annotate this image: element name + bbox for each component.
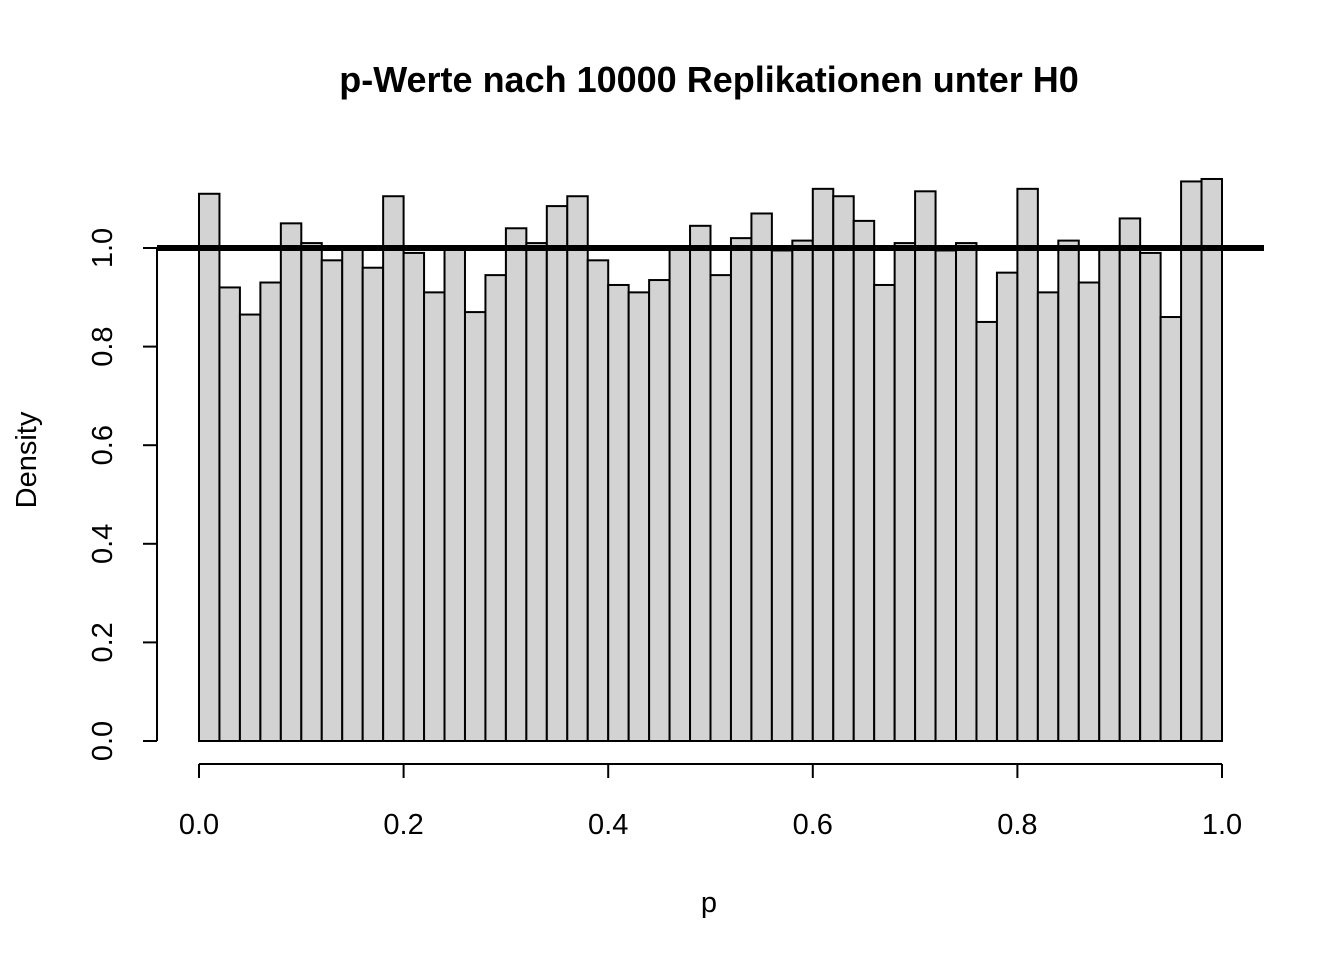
y-axis-label: Density [11,411,43,508]
histogram-bar [627,291,651,742]
histogram-bar [1036,291,1060,742]
histogram-bar [1180,180,1203,742]
histogram-bar [504,227,528,742]
histogram-bar [852,219,876,742]
histogram-bar [382,195,405,743]
histogram-bar [729,237,753,742]
histogram-bar [1057,239,1080,742]
y-tick-label: 1.0 [87,228,119,268]
histogram-bar [423,291,446,742]
histogram-bar [361,266,385,742]
chart-title: p-Werte nach 10000 Replikationen unter H… [339,59,1079,100]
y-tick-label: 0.8 [87,326,119,366]
histogram-bar [1118,217,1142,743]
histogram-bar [238,313,262,742]
y-tick-label: 0.0 [87,721,119,761]
histogram-bar [709,274,732,742]
x-tick-label: 0.4 [588,809,628,841]
x-tick-label: 0.0 [179,809,219,841]
x-axis-label: p [701,887,717,919]
histogram-bar [1016,187,1039,742]
histogram-bar [668,247,692,742]
y-tick-label: 0.2 [87,622,119,662]
x-tick-label: 0.6 [793,809,833,841]
histogram-bar [607,283,630,742]
histogram-bars [198,177,1224,743]
histogram-bar [1139,251,1162,742]
histogram-bar [832,195,855,743]
histogram-bar [893,242,917,742]
histogram-bar [463,311,487,742]
histogram-bar [914,190,937,742]
histogram-bar [320,259,344,742]
x-tick-label: 0.8 [997,809,1037,841]
histogram-bar [1159,316,1183,742]
histogram-bar [402,251,426,742]
histogram-bar [934,249,958,742]
y-tick-label: 0.6 [87,425,119,465]
histogram-bar [1098,247,1121,742]
histogram-bar [811,187,835,742]
histogram-bar [300,242,323,742]
histogram-bar [1077,281,1101,742]
histogram-bar [218,286,241,742]
y-tick-label: 0.4 [87,524,119,564]
histogram-bar [279,222,303,743]
x-tick-label: 1.0 [1202,809,1242,841]
histogram-bar [341,247,364,742]
histogram-bar [689,224,712,742]
histogram-bar [648,279,671,742]
x-axis: 0.0 0.2 0.4 0.6 0.8 1.0 [179,763,1242,841]
histogram-bar [955,242,978,742]
histogram-bar [545,205,569,743]
histogram-bar [750,212,773,743]
histogram-bar [975,320,998,742]
histogram-bar [995,271,1019,742]
histogram-bar [198,192,221,742]
histogram-bar [1200,177,1224,743]
histogram-bar [443,247,466,742]
histogram-bar [770,249,794,742]
histogram-bar [791,239,814,742]
x-tick-label: 0.2 [383,809,423,841]
histogram-bar [586,259,610,742]
histogram-bar [525,242,548,742]
histogram-bar [484,274,507,742]
y-axis: 0.0 0.2 0.4 0.6 0.8 1.0 [87,228,158,761]
histogram-bar [873,283,896,742]
histogram-bar [259,281,282,742]
histogram-bar [566,195,589,743]
